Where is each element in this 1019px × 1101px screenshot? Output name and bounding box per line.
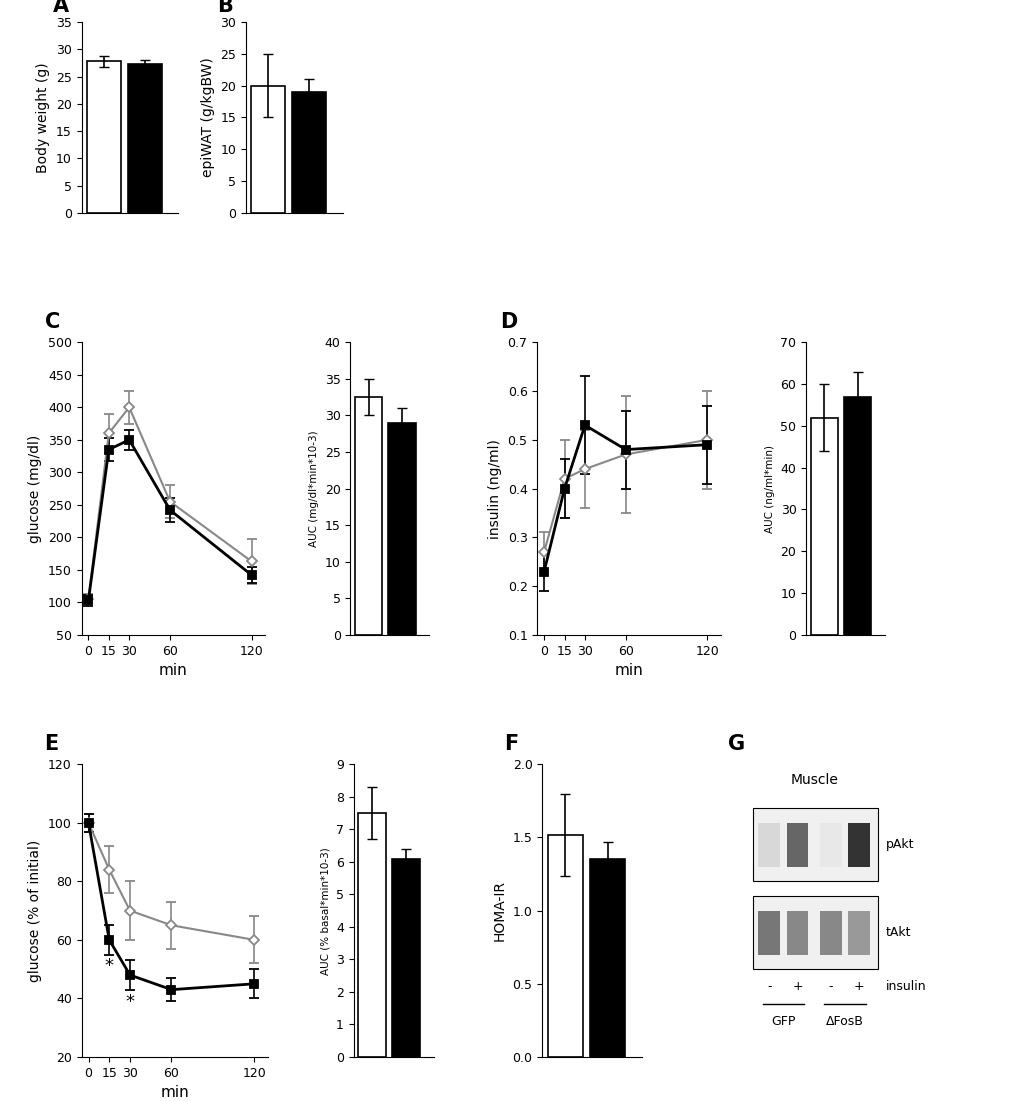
X-axis label: min: min	[614, 663, 643, 678]
Y-axis label: glucose (% of initial): glucose (% of initial)	[29, 839, 43, 982]
Text: B: B	[217, 0, 232, 17]
Bar	[87, 62, 120, 212]
Text: +: +	[792, 980, 802, 993]
Bar	[355, 397, 382, 635]
Y-axis label: AUC (mg/dl*min*10-3): AUC (mg/dl*min*10-3)	[309, 430, 319, 547]
Bar	[758, 911, 780, 955]
Y-axis label: HOMA-IR: HOMA-IR	[492, 880, 506, 941]
Bar	[391, 859, 420, 1057]
Text: G: G	[727, 733, 744, 754]
Bar	[292, 92, 325, 212]
Text: insulin: insulin	[886, 980, 925, 993]
Y-axis label: insulin (ng/ml): insulin (ng/ml)	[487, 438, 501, 538]
Bar	[819, 822, 841, 866]
X-axis label: min: min	[159, 663, 187, 678]
Bar	[752, 808, 876, 882]
Bar	[752, 896, 876, 969]
Bar	[786, 911, 808, 955]
Y-axis label: Body weight (g): Body weight (g)	[37, 62, 50, 173]
Y-axis label: AUC (ng/ml*min): AUC (ng/ml*min)	[764, 445, 774, 533]
Text: *: *	[105, 958, 114, 975]
Bar	[388, 423, 415, 635]
Text: -: -	[827, 980, 833, 993]
Text: Muscle: Muscle	[790, 773, 838, 787]
Text: *: *	[125, 993, 135, 1011]
Bar	[810, 417, 838, 635]
Bar	[358, 813, 385, 1057]
Bar	[590, 860, 625, 1057]
Text: +: +	[853, 980, 864, 993]
Bar	[547, 835, 582, 1057]
Text: F: F	[503, 733, 518, 754]
Bar	[758, 822, 780, 866]
Y-axis label: AUC (% basal*min*10-3): AUC (% basal*min*10-3)	[320, 847, 330, 974]
Bar	[848, 911, 869, 955]
Y-axis label: epiWAT (g/kgBW): epiWAT (g/kgBW)	[201, 57, 215, 177]
Bar	[252, 86, 284, 212]
Text: -: -	[766, 980, 770, 993]
Text: tAkt: tAkt	[886, 926, 911, 939]
Text: ΔFosB: ΔFosB	[825, 1015, 863, 1028]
Text: GFP: GFP	[770, 1015, 795, 1028]
Bar	[786, 822, 808, 866]
Bar	[819, 911, 841, 955]
Y-axis label: glucose (mg/dl): glucose (mg/dl)	[29, 435, 42, 543]
Bar	[843, 396, 870, 635]
Text: C: C	[45, 312, 60, 331]
Text: A: A	[53, 0, 68, 17]
Text: E: E	[44, 733, 58, 754]
Bar	[848, 822, 869, 866]
Bar	[128, 64, 161, 212]
Text: pAkt: pAkt	[886, 838, 913, 851]
X-axis label: min: min	[160, 1086, 190, 1100]
Text: D: D	[500, 312, 518, 331]
